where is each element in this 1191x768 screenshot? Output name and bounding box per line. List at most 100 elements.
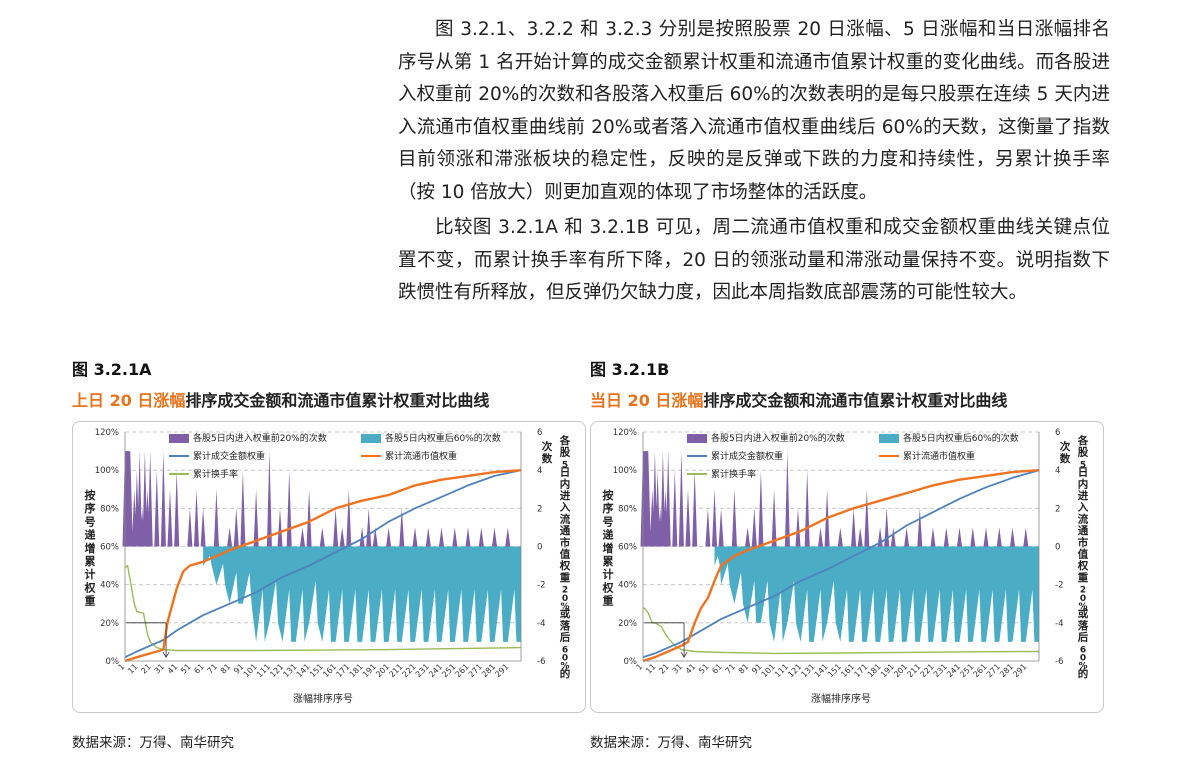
legend-swatch (687, 434, 707, 443)
x-tick-label: 41 (166, 662, 180, 676)
y2-axis-label-char: 或 (1078, 607, 1089, 620)
y-tick-label: 120% (613, 428, 637, 438)
figure-b-title-rest: 排序成交金额和流通市值累计权重对比曲线 (703, 391, 1008, 410)
y-axis-label-char: 计 (603, 567, 614, 581)
y2-axis-label-char: 次 (542, 440, 553, 453)
y-tick-label: 40% (100, 581, 119, 591)
y2-axis-label-char: 落 (560, 619, 571, 632)
y2-axis-label-char: 5 (562, 460, 568, 470)
x-tick-label: 31 (153, 662, 167, 676)
figure-b-label: 图 3.2.1B (590, 360, 670, 379)
legend-label: 各股5日内进入权重前20%的次数 (193, 432, 327, 444)
y-axis-label-char: 序 (85, 501, 96, 515)
y2-axis-label-char: 2 (1080, 586, 1086, 596)
paragraph-1: 图 3.2.1、3.2.2 和 3.2.3 分别是按照股票 20 日涨幅、5 日… (398, 19, 1110, 203)
y2-axis-label-char: % (560, 662, 569, 672)
y2-tick-label: 0 (537, 543, 542, 553)
y-axis-label-char: 按 (603, 488, 614, 502)
y2-axis-label-char: 次 (1060, 440, 1071, 453)
y2-axis-label-char: 权 (1077, 559, 1089, 572)
y-tick-label: 80% (618, 504, 637, 514)
y2-tick-label: -4 (1055, 619, 1063, 629)
y2-tick-label: 6 (1055, 428, 1060, 438)
y2-axis-label-char: 日 (560, 467, 571, 479)
y2-axis-label-char: 进 (560, 489, 571, 502)
y-tick-label: 60% (618, 543, 637, 553)
y-tick-label: 20% (618, 619, 637, 629)
y2-axis-label-char: 0 (1080, 594, 1086, 604)
y2-tick-label: 0 (1055, 543, 1060, 553)
x-tick-label: 31 (671, 662, 685, 676)
x-tick-label: 21 (139, 662, 153, 676)
y2-axis-label-char: 的 (560, 667, 571, 680)
legend-swatch (361, 434, 381, 443)
series-bottom60-area (203, 546, 521, 642)
y2-axis-label-char: 内 (560, 477, 571, 490)
y2-axis-label-char: 日 (1078, 467, 1089, 479)
legend-label: 各股5日内权重后60%的次数 (903, 432, 1019, 444)
figure-b-title-highlight: 当日 20 日涨幅 (590, 391, 704, 410)
y2-tick-label: 2 (537, 504, 542, 514)
series-top20-block (643, 451, 649, 547)
y2-tick-label: 2 (1055, 504, 1060, 514)
y2-axis-label-char: 市 (560, 536, 571, 549)
y2-tick-label: 4 (537, 466, 542, 476)
x-tick-label: 41 (684, 662, 698, 676)
y-axis-label-char: 号 (85, 515, 96, 528)
y2-axis-label-char: 的 (1078, 667, 1089, 680)
legend-label: 各股5日内进入权重前20%的次数 (711, 432, 845, 444)
series-marketcap-line (642, 469, 1040, 663)
x-tick-label: 61 (710, 662, 724, 676)
figure-b-title: 当日 20 日涨幅排序成交金额和流通市值累计权重对比曲线 (590, 387, 1007, 411)
y2-axis-label-char: % (560, 602, 569, 612)
marker-arrowhead (162, 651, 170, 658)
y-tick-label: 100% (613, 466, 637, 476)
series-amount-line (642, 469, 1040, 659)
y2-axis-label-char: 进 (1078, 489, 1089, 502)
y-tick-label: 0% (624, 657, 638, 667)
y2-tick-label: -2 (1055, 581, 1063, 591)
y-tick-label: 20% (100, 619, 119, 629)
x-tick-label: 1 (116, 662, 126, 672)
y2-axis-label-char: 各 (559, 434, 571, 447)
y2-tick-label: -6 (1055, 657, 1063, 667)
x-axis-label: 涨幅排序序号 (811, 692, 871, 705)
legend-label: 累计成交金额权重 (193, 450, 265, 462)
y2-tick-label: -2 (537, 581, 545, 591)
y-axis-label-char: 重 (85, 594, 96, 608)
x-axis-label: 涨幅排序序号 (293, 692, 353, 705)
legend-label: 累计换手率 (711, 468, 756, 480)
x-tick-label: 291 (1011, 662, 1028, 679)
series-top20-block (125, 451, 131, 547)
series-marketcap-line (124, 469, 522, 663)
series-top20-area (640, 451, 1029, 547)
y-tick-label: 0% (106, 657, 120, 667)
y-tick-label: 100% (95, 466, 119, 476)
y2-axis-label-char: 股 (560, 447, 571, 459)
x-tick-label: 11 (126, 662, 140, 676)
y2-axis-label-char: 或 (560, 607, 571, 620)
x-tick-label: 61 (192, 662, 206, 676)
x-tick-label: 21 (657, 662, 671, 676)
series-bottom60-area (714, 546, 1039, 642)
x-tick-label: 51 (179, 662, 193, 676)
x-tick-label: 51 (697, 662, 711, 676)
legend-label: 累计流通市值权重 (385, 450, 457, 462)
figure-b-source: 数据来源：万得、南华研究 (590, 735, 752, 751)
figure-a-title-highlight: 上日 20 日涨幅 (72, 391, 186, 410)
y2-axis-label-char: 市 (1078, 536, 1089, 549)
marker-arrowhead (680, 651, 688, 658)
x-tick-label: 11 (644, 662, 658, 676)
y2-axis-label-char: 权 (559, 559, 571, 572)
y-tick-label: 80% (100, 504, 119, 514)
y2-axis-label-char: 0 (562, 594, 568, 604)
y2-tick-label: -6 (537, 657, 545, 667)
legend-label: 累计成交金额权重 (711, 450, 783, 462)
y2-axis-label-char: 后 (1078, 631, 1089, 644)
figure-a-title-rest: 排序成交金额和流通市值累计权重对比曲线 (185, 391, 490, 410)
y2-axis-label-char: 通 (560, 525, 571, 537)
y2-tick-label: 4 (1055, 466, 1060, 476)
figure-a-chart: 0% 20% 40% 60% 80% 100% 120% -6 -4 -2 0 2 4 6 1 11 21 31 4… (72, 421, 586, 713)
